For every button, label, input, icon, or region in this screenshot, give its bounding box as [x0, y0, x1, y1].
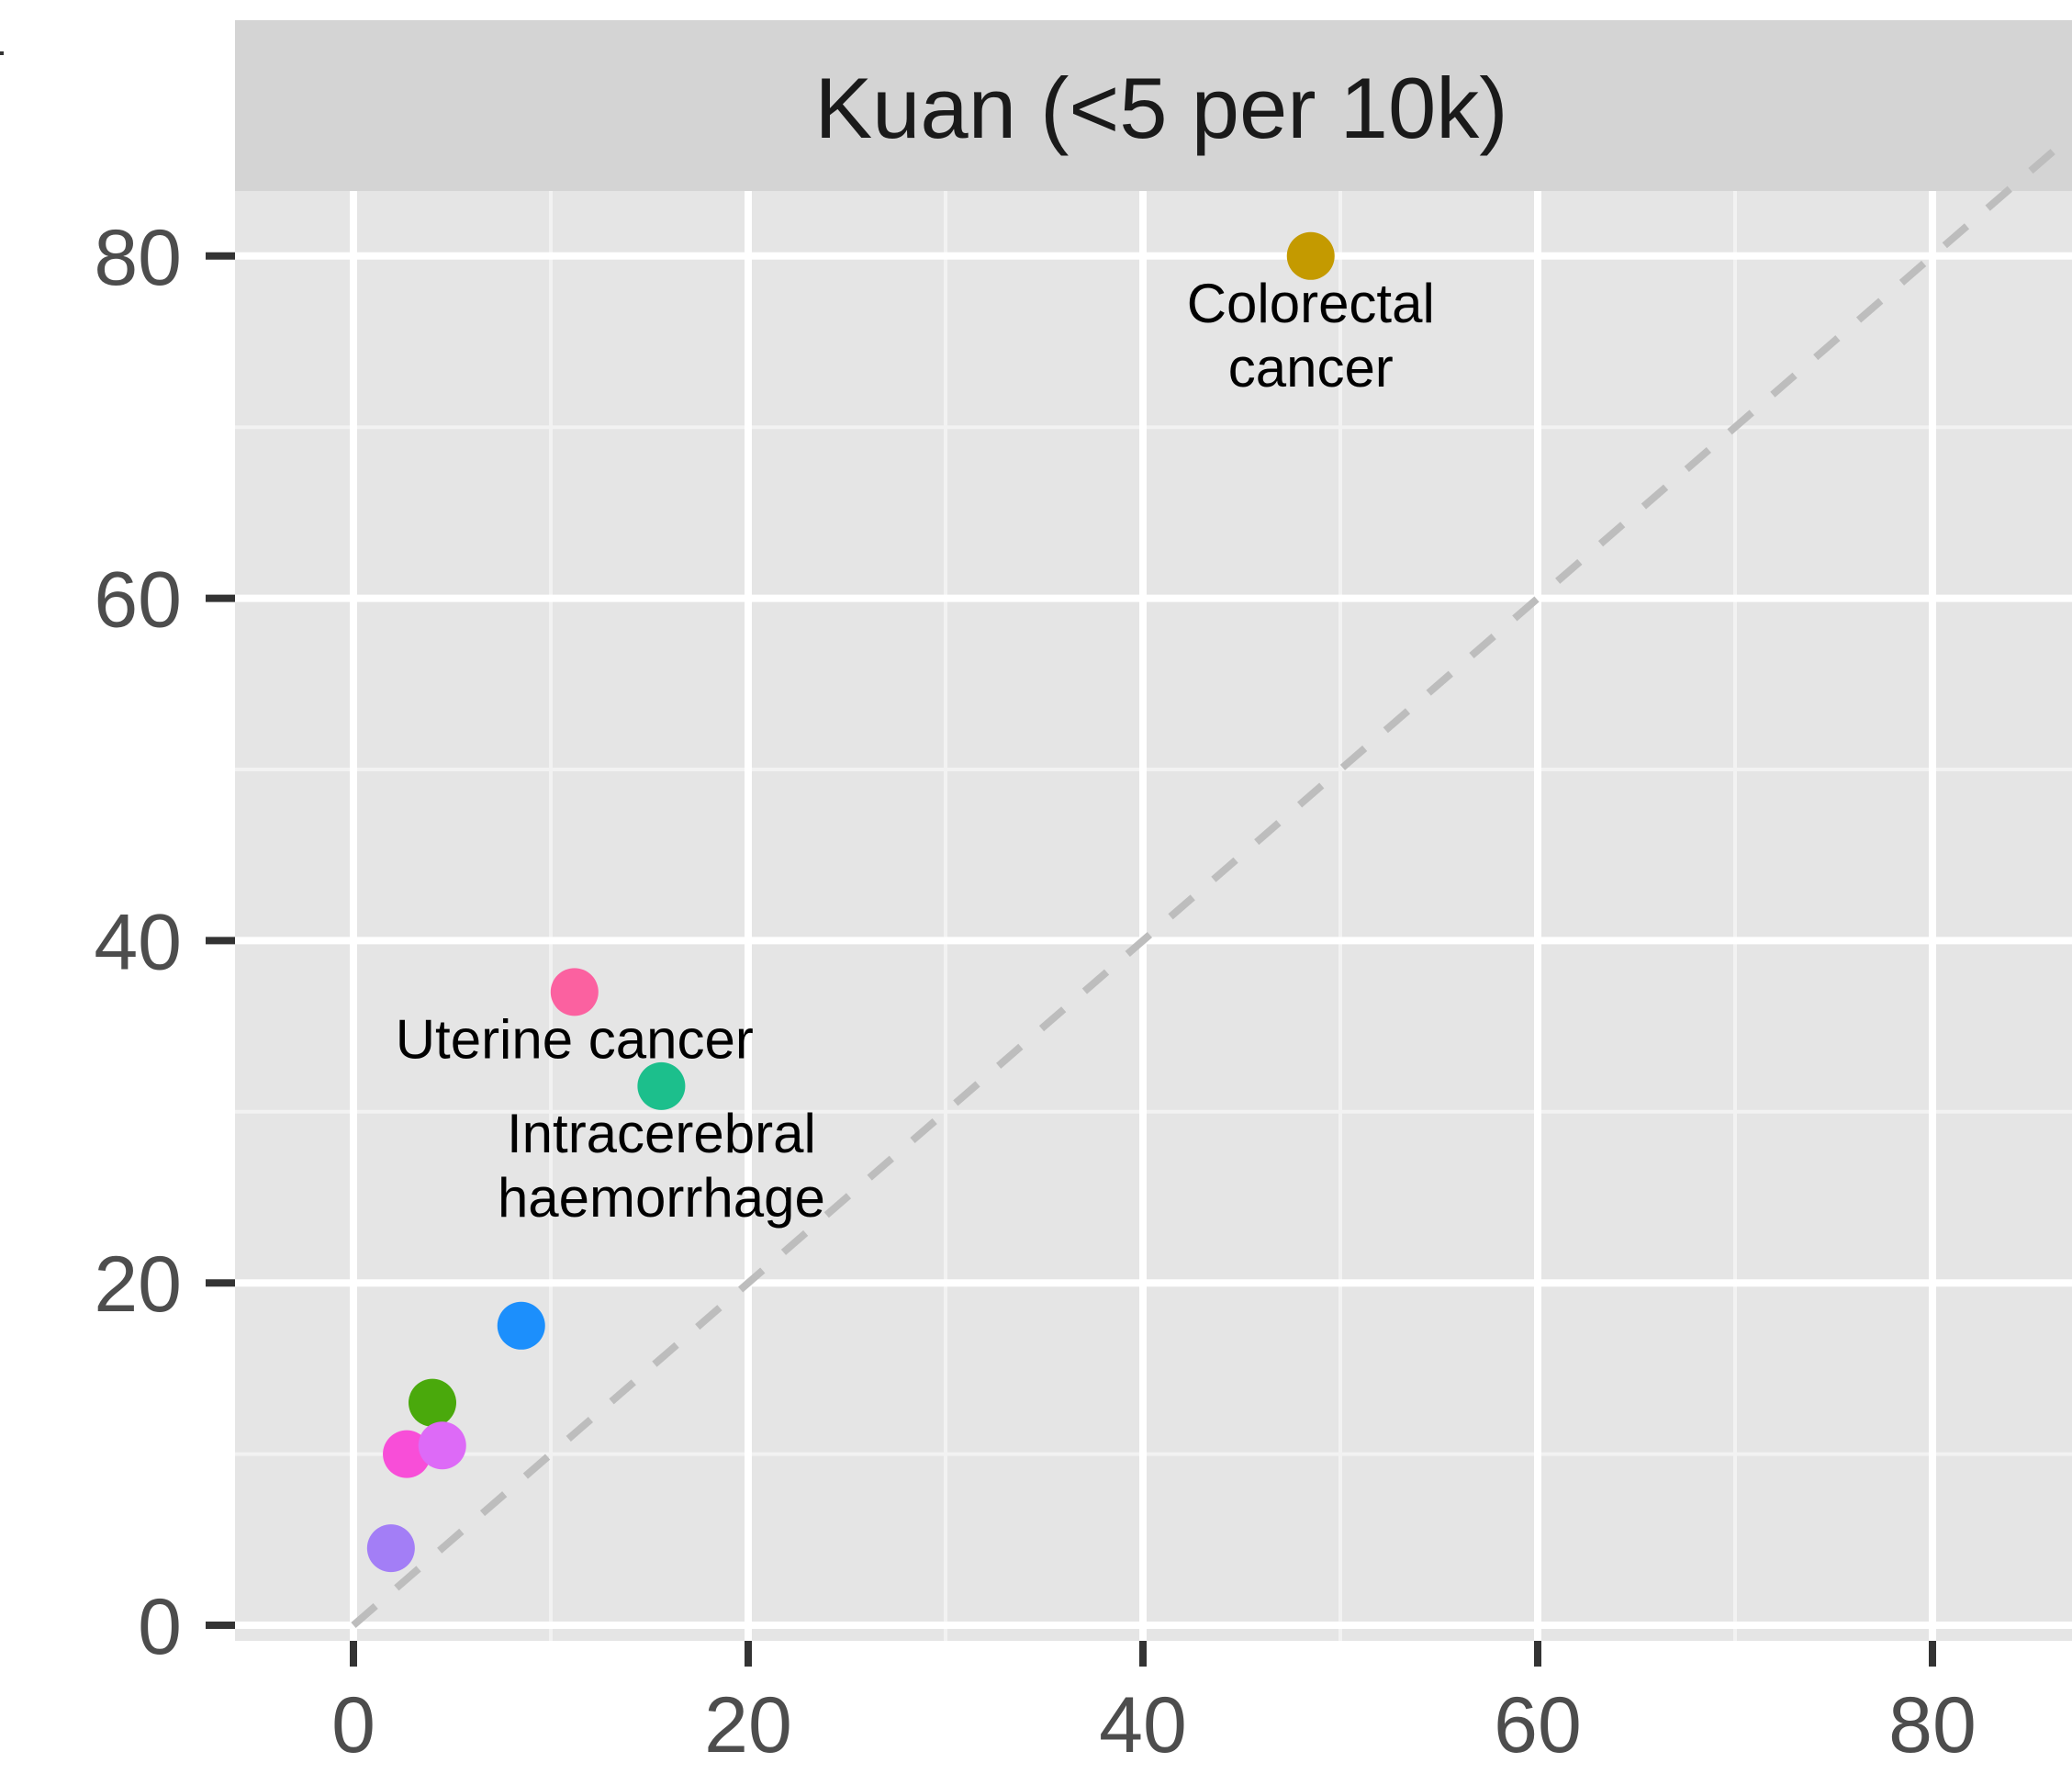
- y-axis-tick-label: 0: [138, 1583, 182, 1671]
- data-points: [366, 231, 1335, 1573]
- point-label: Uterine cancer: [396, 1008, 754, 1070]
- y-axis-tick-label: 60: [94, 556, 182, 645]
- data-point: [1286, 231, 1335, 280]
- data-point: [637, 1061, 686, 1110]
- facet-strip: [235, 20, 2072, 191]
- x-axis-tick-label: 40: [1099, 1681, 1187, 1769]
- x-axis-tick-label: 20: [704, 1681, 792, 1769]
- point-label: haemorrhage: [498, 1167, 825, 1229]
- identity-reference-line: [351, 131, 2072, 1629]
- x-axis-tick-label: 0: [331, 1681, 375, 1769]
- data-point: [550, 968, 599, 1016]
- x-axis: 0 20 40 60 80: [331, 1641, 1977, 1769]
- x-axis-tick-label: 60: [1494, 1681, 1582, 1769]
- data-point: [418, 1421, 466, 1470]
- corner-mark: [0, 51, 4, 55]
- major-gridlines: [235, 191, 2072, 1641]
- facet-strip-title: Kuan (<5 per 10k): [814, 60, 1507, 156]
- y-axis-tick-label: 40: [94, 898, 182, 986]
- x-axis-tick-label: 80: [1888, 1681, 1977, 1769]
- y-axis: 0 20 40 60 80: [94, 214, 235, 1671]
- minor-gridlines: [235, 191, 2072, 1641]
- data-point: [366, 1524, 415, 1573]
- point-label: Colorectal: [1187, 273, 1435, 334]
- y-axis-tick-label: 20: [94, 1241, 182, 1329]
- data-point: [497, 1301, 545, 1350]
- point-label: cancer: [1228, 337, 1394, 399]
- point-label: Intracerebral: [507, 1103, 816, 1164]
- plot-panel: [235, 191, 2072, 1641]
- data-point: [409, 1378, 456, 1427]
- y-axis-tick-label: 80: [94, 214, 182, 302]
